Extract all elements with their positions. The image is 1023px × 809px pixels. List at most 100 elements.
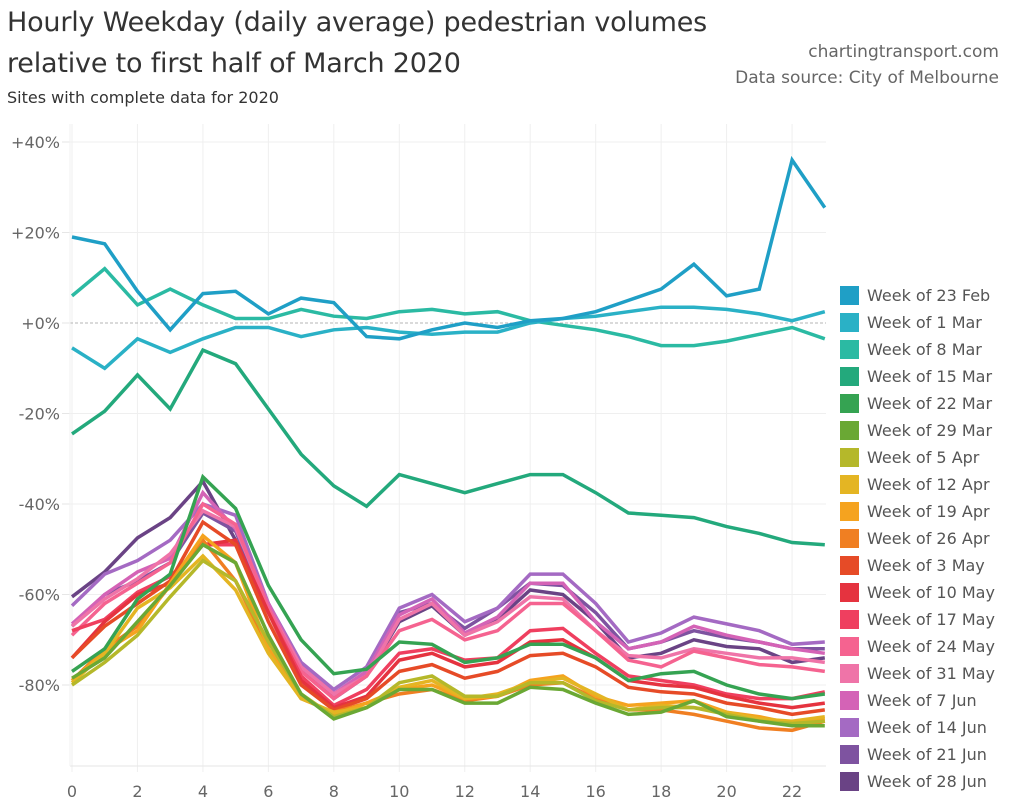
series-line-week-of-14-jun[interactable] <box>70 501 825 692</box>
source-website: chartingtransport.com <box>808 42 999 62</box>
legend-item[interactable]: Week of 14 Jun <box>840 714 995 741</box>
legend-label: Week of 3 May <box>867 556 985 575</box>
legend-label: Week of 14 Jun <box>867 718 987 737</box>
series-line-week-of-29-mar[interactable] <box>71 542 825 728</box>
series-line-week-of-3-may[interactable] <box>70 519 826 717</box>
legend: Week of 23 Feb Week of 1 Mar Week of 8 Mar… <box>840 282 995 795</box>
legend-swatch <box>840 448 859 467</box>
legend-item[interactable]: Week of 5 Apr <box>840 444 995 471</box>
legend-swatch <box>840 610 859 629</box>
legend-label: Week of 22 Mar <box>867 394 993 413</box>
y-axis: +40% +20% +0% -20% -40% -60% -80% <box>11 133 60 695</box>
legend-item[interactable]: Week of 31 May <box>840 660 995 687</box>
x-tick-label: 2 <box>132 782 142 801</box>
legend-swatch <box>840 691 859 710</box>
y-tick-label: -80% <box>19 676 60 695</box>
series-lines <box>70 155 827 733</box>
legend-label: Week of 17 May <box>867 610 995 629</box>
series-line-week-of-24-may[interactable] <box>70 501 826 701</box>
legend-label: Week of 28 Jun <box>867 772 987 791</box>
data-source: Data source: City of Melbourne <box>735 68 999 88</box>
series-line-week-of-8-mar[interactable] <box>70 266 826 348</box>
legend-item[interactable]: Week of 19 Apr <box>840 498 995 525</box>
legend-item[interactable]: Week of 3 May <box>840 552 995 579</box>
legend-label: Week of 15 Mar <box>867 367 993 386</box>
y-tick-label: -40% <box>19 495 60 514</box>
legend-label: Week of 24 May <box>867 637 995 656</box>
legend-swatch <box>840 664 859 683</box>
legend-item[interactable]: Week of 26 Apr <box>840 525 995 552</box>
legend-swatch <box>840 475 859 494</box>
x-tick-label: 18 <box>651 782 671 801</box>
legend-swatch <box>840 313 859 332</box>
legend-label: Week of 5 Apr <box>867 448 980 467</box>
legend-swatch <box>840 745 859 764</box>
legend-item[interactable]: Week of 7 Jun <box>840 687 995 714</box>
legend-item[interactable]: Week of 10 May <box>840 579 995 606</box>
x-tick-label: 6 <box>263 782 273 801</box>
legend-label: Week of 12 Apr <box>867 475 990 494</box>
x-axis: 0 2 4 6 8 10 12 14 16 18 20 22 <box>67 782 802 801</box>
series-line-week-of-7-jun[interactable] <box>70 489 826 697</box>
legend-item[interactable]: Week of 21 Jun <box>840 741 995 768</box>
legend-item[interactable]: Week of 17 May <box>840 606 995 633</box>
series-line-week-of-1-mar[interactable] <box>71 305 826 371</box>
legend-label: Week of 26 Apr <box>867 529 990 548</box>
legend-swatch <box>840 421 859 440</box>
series-line-week-of-23-feb[interactable] <box>71 155 827 341</box>
y-tick-label: +0% <box>21 314 60 333</box>
legend-item[interactable]: Week of 29 Mar <box>840 417 995 444</box>
legend-swatch <box>840 340 859 359</box>
legend-label: Week of 1 Mar <box>867 313 982 332</box>
chart-title-line-2: relative to first half of March 2020 <box>7 48 461 79</box>
grid-lines <box>62 124 826 772</box>
legend-swatch <box>840 583 859 602</box>
legend-item[interactable]: Week of 1 Mar <box>840 309 995 336</box>
x-tick-label: 4 <box>198 782 208 801</box>
legend-swatch <box>840 718 859 737</box>
x-tick-label: 0 <box>67 782 77 801</box>
x-tick-label: 16 <box>586 782 606 801</box>
legend-label: Week of 7 Jun <box>867 691 977 710</box>
legend-item[interactable]: Week of 22 Mar <box>840 390 995 417</box>
series-line-week-of-31-may[interactable] <box>70 508 826 697</box>
x-tick-label: 14 <box>520 782 540 801</box>
x-tick-label: 22 <box>782 782 802 801</box>
legend-item[interactable]: Week of 23 Feb <box>840 282 995 309</box>
legend-item[interactable]: Week of 8 Mar <box>840 336 995 363</box>
legend-swatch <box>840 529 859 548</box>
legend-label: Week of 8 Mar <box>867 340 982 359</box>
legend-item[interactable]: Week of 15 Mar <box>840 363 995 390</box>
series-line-week-of-15-mar[interactable] <box>71 347 825 547</box>
x-tick-label: 8 <box>329 782 339 801</box>
y-tick-label: -20% <box>19 405 60 424</box>
x-tick-label: 20 <box>716 782 736 801</box>
chart-subtitle: Sites with complete data for 2020 <box>7 88 279 107</box>
series-line-week-of-21-jun[interactable] <box>70 510 825 697</box>
series-line-week-of-22-mar[interactable] <box>71 473 826 701</box>
legend-label: Week of 29 Mar <box>867 421 993 440</box>
x-tick-label: 12 <box>455 782 475 801</box>
chart-title-line-1: Hourly Weekday (daily average) pedestria… <box>7 7 708 38</box>
legend-label: Week of 10 May <box>867 583 995 602</box>
legend-swatch <box>840 286 859 305</box>
legend-label: Week of 31 May <box>867 664 995 683</box>
legend-swatch <box>840 556 859 575</box>
legend-swatch <box>840 772 859 791</box>
legend-swatch <box>840 637 859 656</box>
legend-item[interactable]: Week of 28 Jun <box>840 768 995 795</box>
legend-label: Week of 21 Jun <box>867 745 987 764</box>
series-line-week-of-5-apr[interactable] <box>71 558 825 726</box>
legend-item[interactable]: Week of 12 Apr <box>840 471 995 498</box>
legend-item[interactable]: Week of 24 May <box>840 633 995 660</box>
legend-label: Week of 23 Feb <box>867 286 991 305</box>
legend-swatch <box>840 367 859 386</box>
y-tick-label: -60% <box>19 586 60 605</box>
legend-swatch <box>840 502 859 521</box>
y-tick-label: +20% <box>11 224 60 243</box>
series-line-week-of-28-jun[interactable] <box>70 478 826 701</box>
legend-swatch <box>840 394 859 413</box>
x-tick-label: 10 <box>389 782 409 801</box>
legend-label: Week of 19 Apr <box>867 502 990 521</box>
